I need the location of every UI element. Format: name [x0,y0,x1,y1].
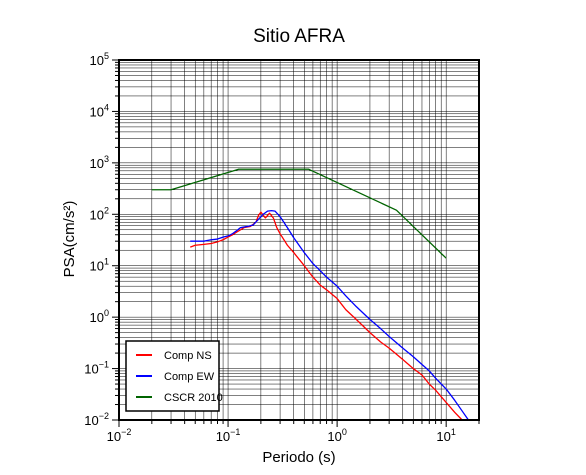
x-tick-label: 10−2 [107,427,132,444]
series-line-2 [151,168,447,259]
x-tick-label: 10−1 [216,427,241,444]
legend-label-0: Comp NS [164,350,212,362]
y-tick-labels: 10−2 10−1 100 101 102 103 104 105 [84,51,109,428]
axis-ticks [112,59,480,427]
y-tick-label: 101 [90,257,109,274]
y-tick-label: 10−2 [84,411,109,428]
y-tick-label: 10−1 [84,360,109,377]
chart-title: Sitio AFRA [253,26,345,47]
legend-label-1: Comp EW [164,371,215,383]
x-tick-label: 100 [327,427,346,444]
y-tick-label: 104 [90,102,109,119]
y-tick-label: 103 [90,154,109,171]
y-tick-label: 102 [90,205,109,222]
y-tick-label: 105 [90,51,109,68]
x-axis-label: Periodo (s) [262,449,335,466]
series-layer [151,168,469,421]
series-line-0 [190,211,463,421]
legend: Comp NS Comp EW CSCR 2010 [125,340,223,412]
plot-frame [118,59,480,421]
x-tick-labels: 10−2 10−1 100 101 [107,427,456,444]
y-tick-label: 100 [90,308,109,325]
series-line-1 [190,209,469,421]
x-tick-label: 101 [436,427,455,444]
plot-grid [118,59,480,421]
y-axis-label: PSA(cm/s²) [61,201,78,278]
legend-label-2: CSCR 2010 [164,392,223,404]
